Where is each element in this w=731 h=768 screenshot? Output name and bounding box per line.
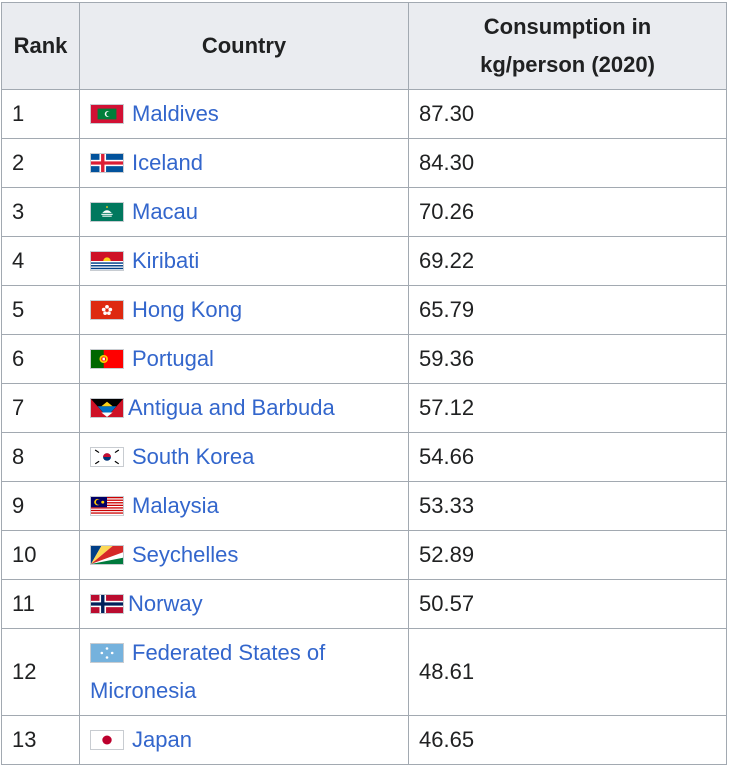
value-cell: 54.66 bbox=[408, 432, 727, 482]
country-cell: Iceland bbox=[79, 138, 409, 188]
antigua-barbuda-flag-icon[interactable] bbox=[90, 398, 124, 418]
maldives-flag-icon[interactable] bbox=[90, 104, 124, 124]
rank-cell: 11 bbox=[1, 579, 80, 629]
hong-kong-flag-icon[interactable] bbox=[90, 300, 124, 320]
value-cell: 84.30 bbox=[408, 138, 727, 188]
rank-cell: 6 bbox=[1, 334, 80, 384]
table-row: 4 Kiribati 69.22 bbox=[1, 236, 727, 286]
table-row: 1 Maldives 87.30 bbox=[1, 89, 727, 139]
table-row: 13 Japan 46.65 bbox=[1, 715, 727, 765]
country-header-label: Country bbox=[201, 33, 287, 58]
country-cell: Macau bbox=[79, 187, 409, 237]
table-row: 3 Macau 70.26 bbox=[1, 187, 727, 237]
country-link[interactable]: Portugal bbox=[132, 346, 214, 371]
table-row: 12 Federated States of Micronesia 48.61 bbox=[1, 628, 727, 716]
rank-header[interactable]: Rank bbox=[1, 2, 80, 90]
rank-cell: 7 bbox=[1, 383, 80, 433]
country-link[interactable]: Kiribati bbox=[132, 248, 200, 273]
country-cell: Japan bbox=[79, 715, 409, 765]
country-cell: Maldives bbox=[79, 89, 409, 139]
country-link[interactable]: Antigua and Barbuda bbox=[128, 395, 335, 420]
country-link[interactable]: South Korea bbox=[132, 444, 255, 469]
seychelles-flag-icon[interactable] bbox=[90, 545, 124, 565]
table-row: 10 Seychelles 52.89 bbox=[1, 530, 727, 580]
country-cell: Malaysia bbox=[79, 481, 409, 531]
country-link[interactable]: Malaysia bbox=[132, 493, 219, 518]
rank-cell: 10 bbox=[1, 530, 80, 580]
macau-flag-icon[interactable] bbox=[90, 202, 124, 222]
consumption-header[interactable]: Consumption in kg/person (2020) bbox=[408, 2, 727, 90]
value-cell: 87.30 bbox=[408, 89, 727, 139]
iceland-flag-icon[interactable] bbox=[90, 153, 124, 173]
rank-cell: 9 bbox=[1, 481, 80, 531]
country-link[interactable]: Norway bbox=[128, 591, 203, 616]
value-cell: 50.57 bbox=[408, 579, 727, 629]
country-cell: Seychelles bbox=[79, 530, 409, 580]
norway-flag-icon[interactable] bbox=[90, 594, 124, 614]
rank-cell: 2 bbox=[1, 138, 80, 188]
table-row: 11 Norway 50.57 bbox=[1, 579, 727, 629]
table-row: 8 South Korea 54.66 bbox=[1, 432, 727, 482]
country-link[interactable]: Japan bbox=[132, 727, 192, 752]
value-cell: 53.33 bbox=[408, 481, 727, 531]
country-header[interactable]: Country bbox=[79, 2, 409, 90]
rank-cell: 13 bbox=[1, 715, 80, 765]
country-cell: Federated States of Micronesia bbox=[79, 628, 409, 716]
rank-cell: 12 bbox=[1, 628, 80, 716]
country-link[interactable]: Hong Kong bbox=[132, 297, 243, 322]
country-link[interactable]: Maldives bbox=[132, 101, 219, 126]
rank-cell: 1 bbox=[1, 89, 80, 139]
value-cell: 69.22 bbox=[408, 236, 727, 286]
table-row: 5 Hong Kong 65.79 bbox=[1, 285, 727, 335]
value-cell: 57.12 bbox=[408, 383, 727, 433]
value-cell: 48.61 bbox=[408, 628, 727, 716]
country-link[interactable]: Iceland bbox=[132, 150, 203, 175]
rank-cell: 5 bbox=[1, 285, 80, 335]
value-cell: 59.36 bbox=[408, 334, 727, 384]
country-cell: Portugal bbox=[79, 334, 409, 384]
value-cell: 52.89 bbox=[408, 530, 727, 580]
table-row: 7 Antigua and Barbuda 57.12 bbox=[1, 383, 727, 433]
country-cell: South Korea bbox=[79, 432, 409, 482]
kiribati-flag-icon[interactable] bbox=[90, 251, 124, 271]
japan-flag-icon[interactable] bbox=[90, 730, 124, 750]
consumption-header-line1: Consumption in bbox=[483, 14, 652, 39]
table-row: 6 Portugal 59.36 bbox=[1, 334, 727, 384]
rank-cell: 3 bbox=[1, 187, 80, 237]
value-cell: 65.79 bbox=[408, 285, 727, 335]
country-cell: Norway bbox=[79, 579, 409, 629]
portugal-flag-icon[interactable] bbox=[90, 349, 124, 369]
rank-cell: 4 bbox=[1, 236, 80, 286]
country-cell: Antigua and Barbuda bbox=[79, 383, 409, 433]
table-header-row: Rank Country Consumption in kg/person (2… bbox=[1, 2, 727, 90]
rank-header-label: Rank bbox=[13, 33, 68, 58]
consumption-header-line2: kg/person (2020) bbox=[480, 52, 655, 77]
value-cell: 70.26 bbox=[408, 187, 727, 237]
country-cell: Hong Kong bbox=[79, 285, 409, 335]
micronesia-flag-icon[interactable] bbox=[90, 643, 124, 663]
south-korea-flag-icon[interactable] bbox=[90, 447, 124, 467]
table-row: 9 Malaysia 53.33 bbox=[1, 481, 727, 531]
country-cell: Kiribati bbox=[79, 236, 409, 286]
country-link[interactable]: Seychelles bbox=[132, 542, 239, 567]
value-cell: 46.65 bbox=[408, 715, 727, 765]
rank-cell: 8 bbox=[1, 432, 80, 482]
table-row: 2 Iceland 84.30 bbox=[1, 138, 727, 188]
country-link[interactable]: Federated States of Micronesia bbox=[90, 640, 326, 703]
malaysia-flag-icon[interactable] bbox=[90, 496, 124, 516]
country-link[interactable]: Macau bbox=[132, 199, 199, 224]
